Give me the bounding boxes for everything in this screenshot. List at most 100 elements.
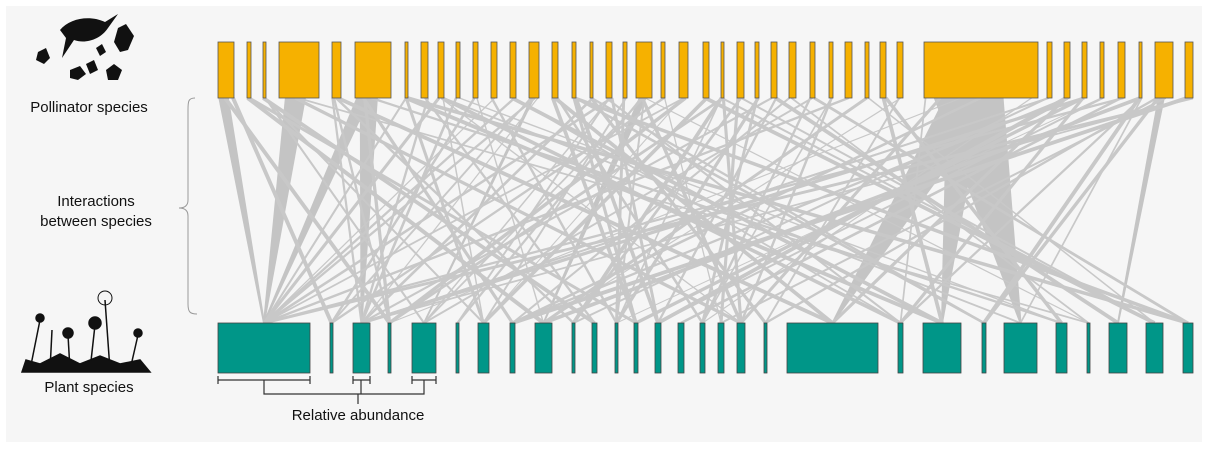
pollinator-box (528, 41, 540, 99)
interaction-wedge (359, 98, 378, 323)
pollinator-box (1138, 41, 1143, 99)
pollinator-box (404, 41, 409, 99)
interaction-line (899, 97, 1143, 324)
plant-icons (20, 290, 152, 373)
interaction-line (575, 96, 985, 325)
plant-label: Plant species (44, 379, 133, 396)
butterfly-small (106, 64, 122, 80)
plant-box (1086, 322, 1091, 374)
abundance-brackets (217, 376, 437, 404)
flower (35, 313, 45, 323)
plant-box (387, 322, 392, 374)
interaction-line (335, 97, 575, 324)
interaction-line (263, 97, 516, 324)
pollinator-box (923, 41, 1039, 99)
plant-box (329, 322, 334, 374)
species-boxes (217, 41, 1194, 374)
interaction-line (388, 96, 687, 325)
flower (88, 316, 102, 330)
interaction-line (263, 96, 613, 325)
pollinator-box (278, 41, 320, 99)
interaction-line (884, 96, 1063, 325)
pollinator-box (678, 41, 689, 99)
interaction-wedge (1117, 98, 1165, 323)
pollinator-label: Pollinator species (30, 99, 148, 116)
interaction-wedge (263, 98, 306, 323)
brace (178, 97, 198, 315)
pollinator-box (702, 41, 710, 99)
interaction-line (330, 97, 476, 324)
interaction-line (361, 97, 1190, 324)
interaction-line (423, 97, 813, 324)
pollinator-box (246, 41, 252, 99)
interaction-line (404, 97, 485, 324)
pollinator-box (1184, 41, 1194, 99)
moth (36, 48, 50, 64)
interaction-line (1019, 97, 1143, 324)
interaction-line (263, 96, 1194, 325)
interaction-line (764, 97, 901, 324)
interaction-line (360, 97, 430, 324)
interaction-line (680, 96, 1122, 325)
interaction-line (511, 97, 791, 324)
pollinator-box (828, 41, 834, 99)
interaction-line (262, 96, 596, 325)
interaction-line (616, 97, 1102, 324)
interaction-line (262, 97, 441, 324)
pollinator-box (262, 41, 267, 99)
interaction-line (764, 96, 1158, 325)
interaction-line (330, 97, 665, 324)
interaction-line (656, 97, 778, 324)
pollinator-box (1099, 41, 1105, 99)
pollinator-box (844, 41, 853, 99)
interactions (218, 96, 1194, 325)
interaction-line (511, 96, 982, 325)
plant-box (763, 322, 768, 374)
plant-box (786, 322, 879, 374)
plant-box (1182, 322, 1194, 374)
interaction-line (982, 96, 1160, 325)
interaction-line (263, 96, 1124, 325)
plant-box (614, 322, 619, 374)
interaction-line (982, 96, 1141, 325)
pollinator-box (770, 41, 778, 99)
interaction-line (605, 97, 902, 324)
interaction-line (572, 97, 742, 324)
pollinator-box (879, 41, 887, 99)
interaction-line (248, 96, 637, 325)
plant-box (1108, 322, 1128, 374)
interaction-line (263, 97, 496, 324)
plant-box (591, 322, 598, 374)
grass (20, 353, 152, 373)
pollinator-box (455, 41, 461, 99)
interaction-line (774, 96, 1120, 325)
dandelion (97, 290, 113, 306)
fly (86, 60, 98, 74)
pollinator-box (896, 41, 904, 99)
plant-box (217, 322, 311, 374)
plant-box (717, 322, 725, 374)
interaction-line (899, 97, 927, 324)
pollinator-box (1063, 41, 1071, 99)
pollinator-box (736, 41, 745, 99)
interaction-line (231, 97, 334, 324)
interaction-line (263, 97, 536, 324)
stem (104, 299, 111, 371)
interactions-label-line2: between species (40, 213, 152, 230)
pollinator-box (788, 41, 797, 99)
plant-box (677, 322, 685, 374)
interaction-line (360, 97, 773, 324)
bee (70, 66, 86, 80)
pollinator-box (605, 41, 613, 99)
pollinator-box (660, 41, 666, 99)
pollinator-box (420, 41, 429, 99)
interaction-line (512, 96, 1069, 325)
butterfly (114, 24, 134, 52)
interactions-label-line1: Interactions (57, 193, 135, 210)
plant-box (633, 322, 639, 374)
interaction-line (701, 97, 812, 324)
pollinator-box (1154, 41, 1174, 99)
pollinator-box (437, 41, 445, 99)
interaction-line (264, 97, 425, 324)
